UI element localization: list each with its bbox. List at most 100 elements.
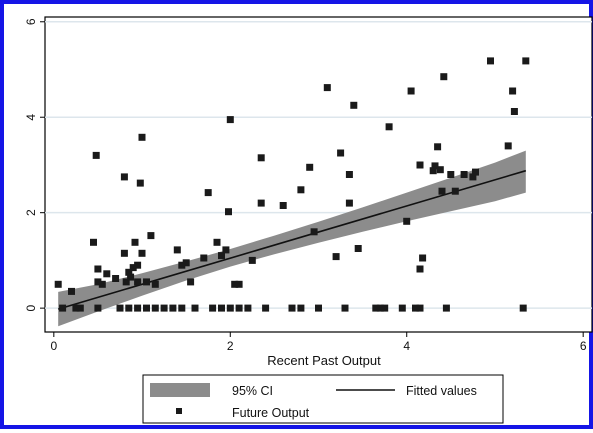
data-point-73 (354, 245, 362, 252)
data-point-75 (376, 304, 384, 312)
data-point-26 (143, 278, 150, 286)
data-point-95 (472, 168, 479, 176)
data-point-55 (248, 256, 256, 264)
legend-ci-swatch (150, 383, 210, 397)
data-point-53 (235, 304, 243, 312)
data-point-77 (385, 123, 393, 131)
fit-line-layer (58, 169, 527, 310)
data-point-24 (138, 133, 146, 141)
data-point-48 (226, 304, 234, 312)
data-point-14 (120, 173, 128, 181)
data-point-47 (222, 246, 230, 254)
x-tick-label-2: 4 (403, 339, 410, 353)
data-point-0 (54, 280, 62, 288)
x-tick-label-1: 2 (227, 339, 234, 353)
data-point-18 (127, 273, 135, 281)
data-point-92 (447, 171, 455, 178)
data-point-12 (112, 275, 120, 282)
data-point-51 (231, 280, 239, 288)
x-tick-label-0: 0 (50, 339, 57, 353)
points-layer (54, 57, 530, 312)
data-point-67 (332, 253, 340, 261)
data-point-74 (372, 304, 380, 312)
data-point-20 (134, 261, 142, 269)
data-point-69 (341, 304, 349, 312)
legend-points-label: Future Output (232, 406, 310, 420)
data-point-38 (187, 278, 195, 286)
y-axis: 0 2 4 6 (24, 18, 45, 311)
y-tick-label-1: 2 (24, 209, 38, 216)
data-point-31 (143, 304, 150, 312)
data-point-19 (129, 264, 137, 272)
data-point-44 (213, 238, 221, 246)
data-point-2 (68, 287, 75, 295)
legend: 95% CI Fitted values Future Output (142, 374, 504, 424)
data-point-85 (419, 254, 427, 262)
data-point-42 (204, 189, 212, 197)
data-point-49 (225, 208, 232, 216)
y-tick-label-0: 0 (24, 304, 38, 311)
data-point-84 (416, 265, 424, 273)
data-point-61 (297, 304, 305, 312)
ci-band-layer (58, 150, 526, 327)
data-point-97 (504, 142, 512, 150)
legend-points-swatch (176, 408, 182, 414)
data-point-91 (442, 304, 450, 312)
data-point-101 (522, 57, 530, 65)
data-point-30 (134, 304, 142, 312)
data-point-56 (257, 199, 265, 207)
data-point-64 (310, 228, 318, 236)
data-point-76 (381, 304, 389, 312)
data-point-8 (94, 278, 102, 286)
data-point-28 (151, 280, 159, 288)
data-point-99 (510, 108, 518, 115)
data-point-52 (235, 280, 243, 288)
data-point-79 (403, 217, 411, 225)
data-point-46 (218, 304, 225, 312)
data-point-21 (131, 238, 139, 246)
scatter-chart: 0 2 4 6 0 2 4 6 Recent Past Output 95% CI Fitt… (24, 16, 593, 424)
data-point-17 (125, 268, 133, 276)
data-point-34 (169, 304, 177, 312)
data-point-71 (345, 171, 353, 178)
data-point-57 (257, 154, 265, 162)
data-point-96 (487, 57, 494, 65)
data-point-1 (59, 304, 67, 312)
data-point-65 (315, 304, 322, 312)
data-point-29 (125, 304, 133, 312)
data-point-82 (416, 304, 424, 312)
data-point-83 (416, 161, 424, 169)
data-point-32 (151, 304, 159, 312)
data-point-78 (398, 304, 406, 312)
data-point-72 (350, 101, 358, 109)
data-point-5 (90, 238, 97, 246)
legend-fit-label: Fitted values (406, 384, 477, 398)
x-tick-label-3: 6 (580, 339, 587, 353)
data-point-7 (94, 265, 102, 273)
data-point-45 (218, 252, 225, 260)
data-point-87 (431, 162, 439, 170)
data-point-13 (116, 304, 124, 312)
data-point-37 (182, 259, 190, 267)
data-point-39 (178, 304, 186, 312)
data-point-63 (306, 163, 314, 171)
legend-box (142, 374, 504, 424)
data-point-9 (98, 280, 106, 288)
data-point-102 (469, 173, 477, 181)
data-point-27 (147, 232, 155, 240)
data-point-40 (191, 304, 199, 312)
data-point-50 (226, 116, 234, 124)
data-point-11 (103, 270, 111, 278)
data-point-15 (120, 249, 128, 257)
data-point-70 (345, 199, 353, 207)
x-axis-title: Recent Past Output (267, 353, 381, 368)
data-point-58 (262, 304, 270, 312)
data-point-6 (92, 151, 100, 159)
x-axis: 0 2 4 6 (50, 332, 587, 353)
data-point-103 (436, 166, 444, 174)
data-point-60 (288, 304, 296, 312)
data-point-4 (76, 304, 84, 312)
data-point-54 (244, 304, 252, 312)
y-tick-label-3: 6 (24, 18, 38, 25)
